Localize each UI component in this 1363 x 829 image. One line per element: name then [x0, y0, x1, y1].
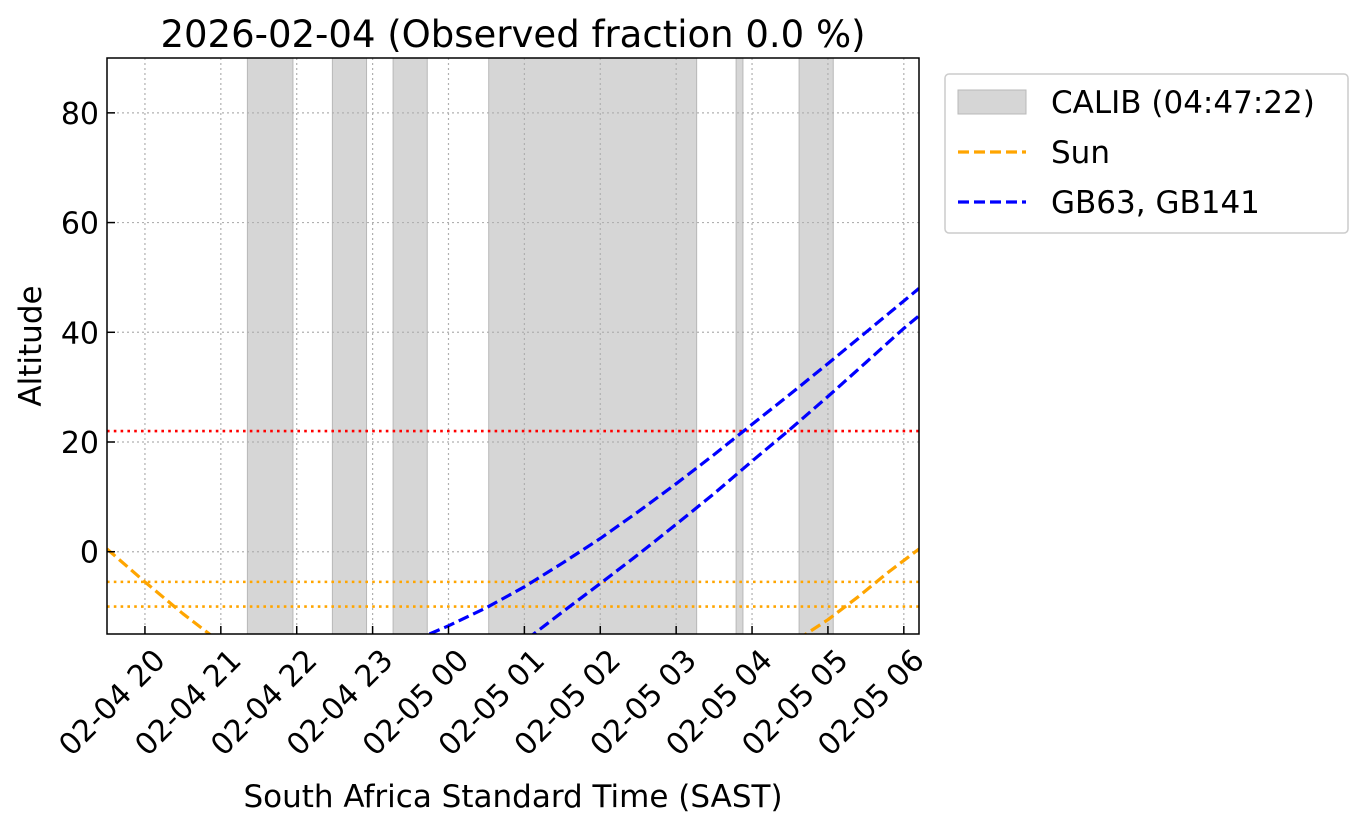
- calib-interval-2: [392, 57, 428, 635]
- x-axis-label: South Africa Standard Time (SAST): [243, 779, 782, 815]
- y-tick-label-2: 40: [61, 316, 99, 351]
- chart-title: 2026-02-04 (Observed fraction 0.0 %): [160, 13, 865, 56]
- series-1-segment-1: [531, 314, 919, 634]
- calib-interval-4: [735, 57, 744, 635]
- legend-label-2: GB63, GB141: [1051, 185, 1260, 221]
- legend-entries: CALIB (04:47:22) Sun GB63, GB141: [957, 85, 1315, 221]
- legend: CALIB (04:47:22) Sun GB63, GB141: [944, 73, 1349, 234]
- y-tick-label-3: 60: [61, 207, 99, 242]
- calib-shaded-intervals: [246, 57, 834, 635]
- y-tick-label-0: 0: [80, 536, 99, 571]
- series-0-segment-0: [107, 547, 213, 634]
- y-axis-label: Altitude: [13, 285, 49, 406]
- calib-interval-3: [488, 57, 698, 635]
- y-tick-label-4: 80: [61, 97, 99, 132]
- legend-swatch-0: [957, 89, 1027, 115]
- legend-label-0: CALIB (04:47:22): [1051, 85, 1315, 121]
- calib-interval-1: [331, 57, 368, 635]
- series-0-segment-1: [803, 547, 919, 634]
- legend-label-1: Sun: [1051, 135, 1110, 171]
- calib-interval-0: [246, 57, 294, 635]
- series-1-segment-0: [428, 287, 919, 634]
- grid: [107, 58, 919, 634]
- series-lines: [107, 287, 919, 634]
- legend-frame: [944, 73, 1349, 234]
- axes-frame: [106, 57, 920, 635]
- y-tick-label-1: 20: [61, 426, 99, 461]
